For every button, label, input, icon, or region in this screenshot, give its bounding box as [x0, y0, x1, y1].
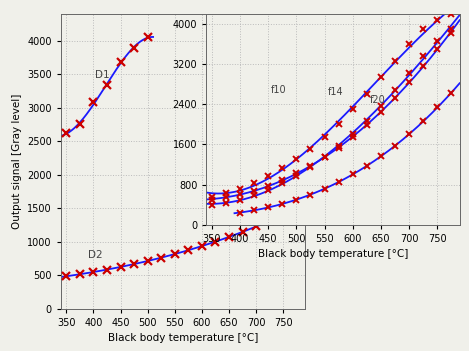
Text: D1: D1 [95, 70, 109, 80]
X-axis label: Black body temperature [°C]: Black body temperature [°C] [258, 249, 408, 259]
Y-axis label: Output signal [Gray level]: Output signal [Gray level] [12, 94, 22, 229]
X-axis label: Black body temperature [°C]: Black body temperature [°C] [108, 333, 258, 344]
Text: f14: f14 [327, 87, 343, 97]
Text: f10: f10 [271, 85, 287, 95]
Text: f20: f20 [370, 95, 386, 105]
Text: D2: D2 [88, 250, 103, 260]
